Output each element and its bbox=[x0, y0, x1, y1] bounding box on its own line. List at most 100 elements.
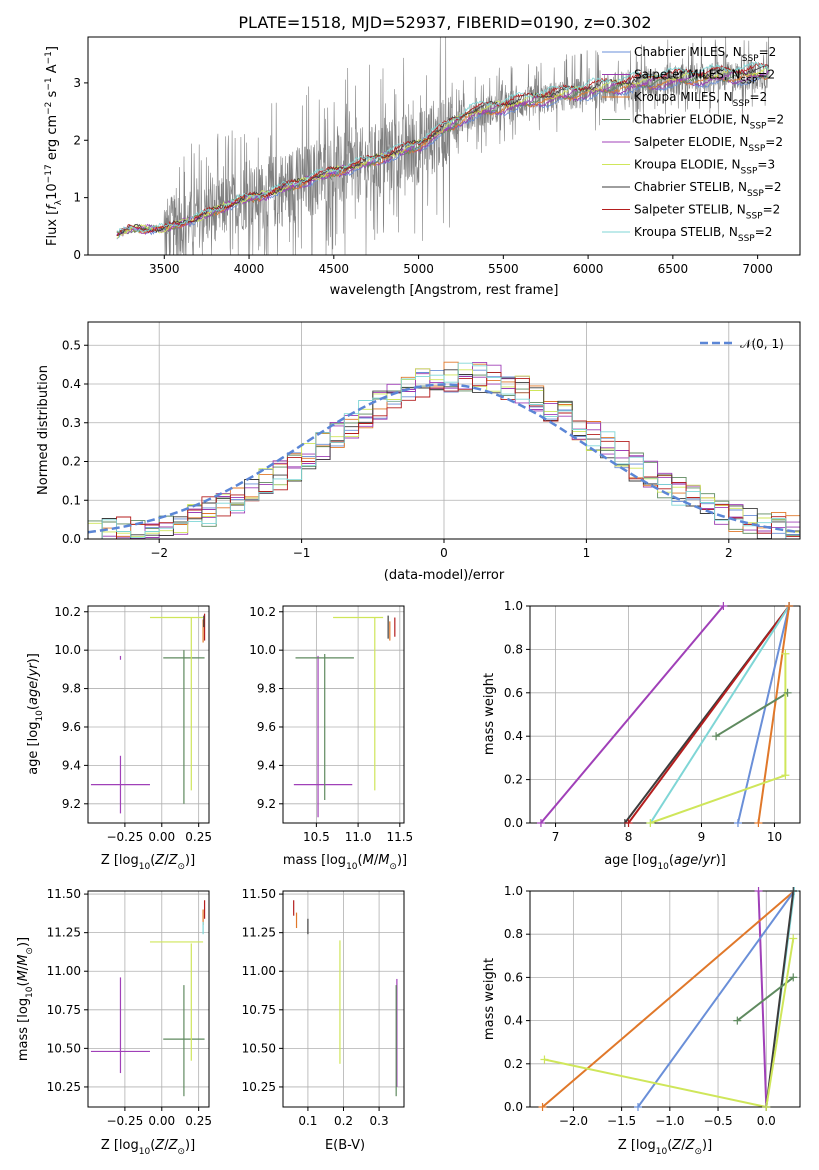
x-tick-label: 9 bbox=[698, 830, 706, 844]
y-tick-label: 0.0 bbox=[62, 532, 81, 546]
y-tick-label: 0.0 bbox=[504, 1100, 523, 1114]
y-tick-label: 0.3 bbox=[62, 416, 81, 430]
marker-chabrier_miles bbox=[634, 1103, 642, 1111]
marker-kroupa_miles bbox=[754, 819, 763, 827]
panel-age_vs_Z: −0.25 0.00 0.25 9.2 9.4 9.6 9.8 10.0 10.2 Z [log1… bbox=[26, 605, 212, 872]
x-tick-label: 6500 bbox=[658, 262, 689, 276]
y-tick-label: 10.25 bbox=[242, 1080, 276, 1094]
y-tick-label: 10.75 bbox=[242, 1003, 276, 1017]
y-tick-label: 0 bbox=[73, 248, 81, 262]
y-tick-label: 11.25 bbox=[242, 926, 276, 940]
panel-mass_vs_ebv: 0.1 0.2 0.3 10.25 10.50 10.75 11.00 11.25 11.50 E… bbox=[242, 887, 405, 1153]
x-tick-label: −0.25 bbox=[106, 1114, 143, 1128]
line-chabrier_miles bbox=[737, 606, 791, 823]
legend-label: Chabrier ELODIE, NSSP=2 bbox=[634, 113, 784, 132]
y-tick-label: 9.4 bbox=[62, 758, 81, 772]
y-tick-label: 9.8 bbox=[257, 682, 276, 696]
y-tick-label: 0.2 bbox=[62, 455, 81, 469]
line-salpeter_stelib bbox=[627, 606, 790, 823]
y-axis-label: Flux [fλ10−17 erg cm−2 s−1 A−1] bbox=[44, 46, 64, 246]
y-tick-label: 9.2 bbox=[62, 797, 81, 811]
y-axis-label: mass weight bbox=[482, 958, 497, 1040]
y-tick-label: 11.50 bbox=[47, 887, 81, 901]
x-axis-label: Z [log10(Z/Z⊙)] bbox=[618, 1138, 712, 1157]
y-tick-label: 1.0 bbox=[504, 599, 523, 613]
panel-massweight_vs_age: 7 8 9 10 0.0 0.2 0.4 0.6 0.8 1.0 age [log10(age/yr… bbox=[482, 599, 801, 872]
line-salpeter_elodie bbox=[540, 606, 725, 823]
panel-mass_vs_Z: −0.25 0.00 0.25 10.25 10.50 10.75 11.00 11.25 11… bbox=[16, 887, 212, 1157]
x-tick-label: 10 bbox=[767, 830, 782, 844]
x-axis-label: wavelength [Angstrom, rest frame] bbox=[330, 283, 559, 298]
x-tick-label: 0 bbox=[440, 546, 448, 560]
x-axis-label: Z [log10(Z/Z⊙)] bbox=[101, 1138, 195, 1157]
x-tick-label: 0.0 bbox=[757, 1114, 776, 1128]
y-tick-label: 1 bbox=[73, 191, 81, 205]
plot-area bbox=[90, 613, 206, 814]
legend-label: Salpeter STELIB, NSSP=2 bbox=[634, 203, 780, 222]
panel-residuals: −2 −1 0 1 2 0.0 0.1 0.2 0.3 0.4 0.5 𝒩(0, 1) (data-mo… bbox=[36, 321, 801, 583]
x-tick-label: 0.25 bbox=[185, 1114, 212, 1128]
x-axis-label: E(B-V) bbox=[325, 1138, 365, 1153]
y-tick-label: 10.2 bbox=[54, 605, 81, 619]
plot-area bbox=[541, 891, 796, 1107]
line-kroupa_elodie bbox=[544, 938, 795, 1107]
y-tick-label: 10.75 bbox=[47, 1003, 81, 1017]
line-chabrier_elodie bbox=[736, 976, 794, 1022]
line-kroupa_miles bbox=[541, 891, 795, 1107]
y-tick-label: 11.25 bbox=[47, 926, 81, 940]
x-tick-label: 0.00 bbox=[148, 1114, 175, 1128]
marker-kroupa_elodie bbox=[646, 819, 655, 827]
x-axis-label: Z [log10(Z/Z⊙)] bbox=[101, 853, 195, 872]
figure-title: PLATE=1518, MJD=52937, FIBERID=0190, z=0… bbox=[238, 13, 651, 32]
x-tick-label: 7 bbox=[552, 830, 560, 844]
plot-area bbox=[293, 900, 398, 1097]
y-tick-label: 10.2 bbox=[249, 605, 276, 619]
y-tick-label: 9.6 bbox=[257, 720, 276, 734]
x-tick-label: 4000 bbox=[234, 262, 265, 276]
y-tick-label: 11.00 bbox=[242, 964, 276, 978]
marker-kroupa_elodie bbox=[540, 1055, 549, 1064]
y-axis-label: mass weight bbox=[482, 673, 497, 755]
line-chabrier_miles bbox=[637, 891, 796, 1107]
y-tick-label: 9.8 bbox=[62, 682, 81, 696]
panel-age_vs_mass: 10.5 11.0 11.5 9.2 9.4 9.6 9.8 10.0 10.2 mass [lo… bbox=[249, 605, 413, 872]
x-tick-label: −2.0 bbox=[559, 1114, 588, 1128]
line-kroupa_miles bbox=[757, 606, 791, 823]
y-tick-label: 0.6 bbox=[504, 686, 523, 700]
observed-spectrum bbox=[116, 37, 770, 255]
line-chabrier_stelib bbox=[765, 891, 795, 1107]
x-axis-label: age [log10(age/yr)] bbox=[604, 853, 726, 872]
marker-chabrier_elodie bbox=[733, 1016, 742, 1025]
plot-area bbox=[88, 361, 800, 539]
marker-kroupa_miles bbox=[538, 1103, 547, 1111]
plot-area bbox=[293, 615, 396, 818]
y-tick-label: 3 bbox=[73, 76, 81, 90]
legend-label: Kroupa ELODIE, NSSP=3 bbox=[634, 158, 775, 177]
x-tick-label: −1.5 bbox=[607, 1114, 636, 1128]
legend-label: Chabrier MILES, NSSP=2 bbox=[634, 45, 776, 64]
legend-label: Chabrier STELIB, NSSP=2 bbox=[634, 180, 782, 199]
model-line-chabrier_stelib bbox=[116, 64, 770, 237]
y-tick-label: 11.00 bbox=[47, 964, 81, 978]
y-tick-label: 1.0 bbox=[504, 884, 523, 898]
y-tick-label: 9.4 bbox=[257, 758, 276, 772]
y-tick-label: 9.6 bbox=[62, 720, 81, 734]
marker-kroupa_elodie bbox=[781, 649, 790, 658]
x-tick-label: 2 bbox=[725, 546, 733, 560]
y-tick-label: 0.4 bbox=[504, 729, 523, 743]
y-tick-label: 0.8 bbox=[504, 927, 523, 941]
y-axis-label: age [log10(age/yr)] bbox=[26, 653, 45, 775]
y-tick-label: 10.50 bbox=[242, 1041, 276, 1055]
legend-label: Salpeter ELODIE, NSSP=2 bbox=[634, 135, 783, 154]
panel-massweight_vs_Z: −2.0 −1.5 −1.0 −0.5 0.0 0.0 0.2 0.4 0.6 0.8 1.0 Z [… bbox=[482, 884, 801, 1157]
axes-frame bbox=[87, 36, 801, 256]
y-tick-label: 0.2 bbox=[504, 1057, 523, 1071]
y-tick-label: 10.25 bbox=[47, 1080, 81, 1094]
y-tick-label: 9.2 bbox=[257, 797, 276, 811]
axes-frame bbox=[87, 605, 210, 824]
line-salpeter_elodie bbox=[757, 891, 768, 1107]
legend-label: Kroupa MILES, NSSP=2 bbox=[634, 90, 767, 109]
x-tick-label: −0.5 bbox=[703, 1114, 732, 1128]
marker-kroupa_elodie bbox=[762, 1103, 771, 1111]
